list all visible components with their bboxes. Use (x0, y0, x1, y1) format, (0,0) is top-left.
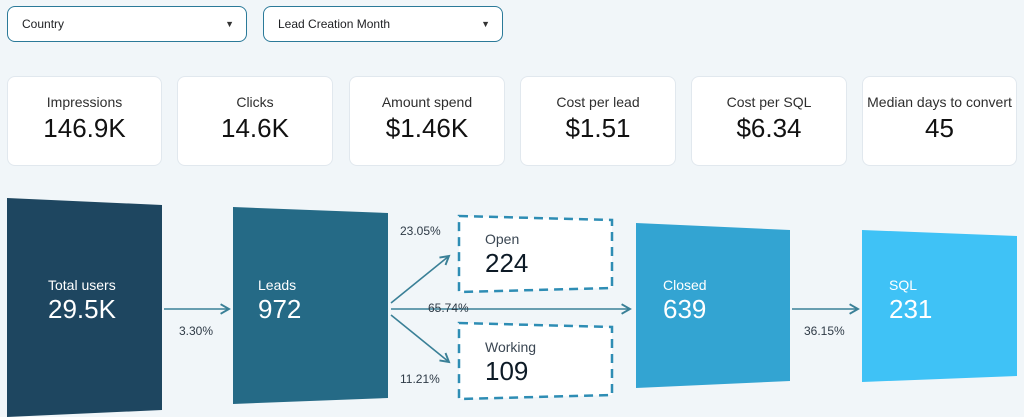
chevron-down-icon: ▼ (481, 19, 490, 29)
kpi-value: 146.9K (43, 113, 126, 143)
kpi-label: Impressions (46, 94, 123, 110)
open-value: 224 (485, 248, 529, 278)
working-text: Working 109 (485, 339, 536, 387)
leads-text: Leads 972 (258, 277, 301, 325)
funnel-stage-total-users (7, 198, 162, 417)
kpi-label: Median days to convert (867, 94, 1012, 110)
kpi-card-impressions: Impressions 146.9K (7, 76, 162, 166)
kpi-value: $6.34 (736, 113, 802, 143)
lead-creation-month-filter-dropdown[interactable]: Lead Creation Month ▼ (263, 6, 503, 42)
sql-label: SQL (889, 277, 918, 293)
funnel-graphic (7, 198, 1017, 417)
country-filter-label: Country (22, 17, 65, 31)
rate-closed-to-sql: 36.15% (804, 324, 845, 338)
funnel-stage-open (457, 214, 614, 294)
rate-leads-to-closed: 65.74% (428, 301, 469, 315)
arrow-leads-to-open (390, 254, 451, 304)
kpi-value: 14.6K (221, 113, 289, 143)
kpi-label: Clicks (236, 94, 274, 110)
leads-value: 972 (258, 294, 302, 324)
funnel-stage-sql (862, 230, 1017, 382)
kpi-label: Cost per SQL (726, 94, 812, 110)
country-filter-dropdown[interactable]: Country ▼ (7, 6, 247, 42)
closed-label: Closed (663, 277, 707, 293)
open-text: Open 224 (485, 231, 528, 279)
funnel-stage-leads (233, 207, 388, 404)
working-value: 109 (485, 356, 529, 386)
lead-funnel: Total users 29.5K Leads 972 Open 224 Wor… (0, 190, 1024, 417)
kpi-value: $1.46K (385, 113, 469, 143)
rate-leads-to-working: 11.21% (400, 372, 440, 386)
rate-leads-to-open: 23.05% (400, 224, 441, 238)
total-users-value: 29.5K (48, 294, 116, 324)
leads-label: Leads (258, 277, 297, 293)
sql-text: SQL 231 (889, 277, 932, 325)
closed-value: 639 (663, 294, 707, 324)
kpi-value: $1.51 (565, 113, 631, 143)
sql-value: 231 (889, 294, 933, 324)
kpi-value: 45 (925, 113, 954, 143)
kpi-card-cost-per-lead: Cost per lead $1.51 (520, 76, 676, 166)
funnel-stage-closed (636, 223, 790, 388)
kpi-card-median-days-to-convert: Median days to convert 45 (862, 76, 1017, 166)
kpi-label: Cost per lead (556, 94, 640, 110)
total-users-label: Total users (48, 277, 116, 293)
kpi-label: Amount spend (381, 94, 473, 110)
rate-users-to-leads: 3.30% (179, 324, 214, 338)
chevron-down-icon: ▼ (225, 19, 234, 29)
lead-month-filter-label: Lead Creation Month (278, 17, 391, 31)
kpi-card-clicks: Clicks 14.6K (177, 76, 333, 166)
arrow-leads-to-working (390, 314, 451, 364)
kpi-card-cost-per-sql: Cost per SQL $6.34 (691, 76, 847, 166)
open-label: Open (485, 231, 520, 247)
funnel-stage-working (457, 321, 614, 401)
total-users-text: Total users 29.5K (48, 277, 116, 325)
closed-text: Closed 639 (663, 277, 707, 325)
working-label: Working (485, 339, 537, 355)
kpi-card-amount-spend: Amount spend $1.46K (349, 76, 505, 166)
